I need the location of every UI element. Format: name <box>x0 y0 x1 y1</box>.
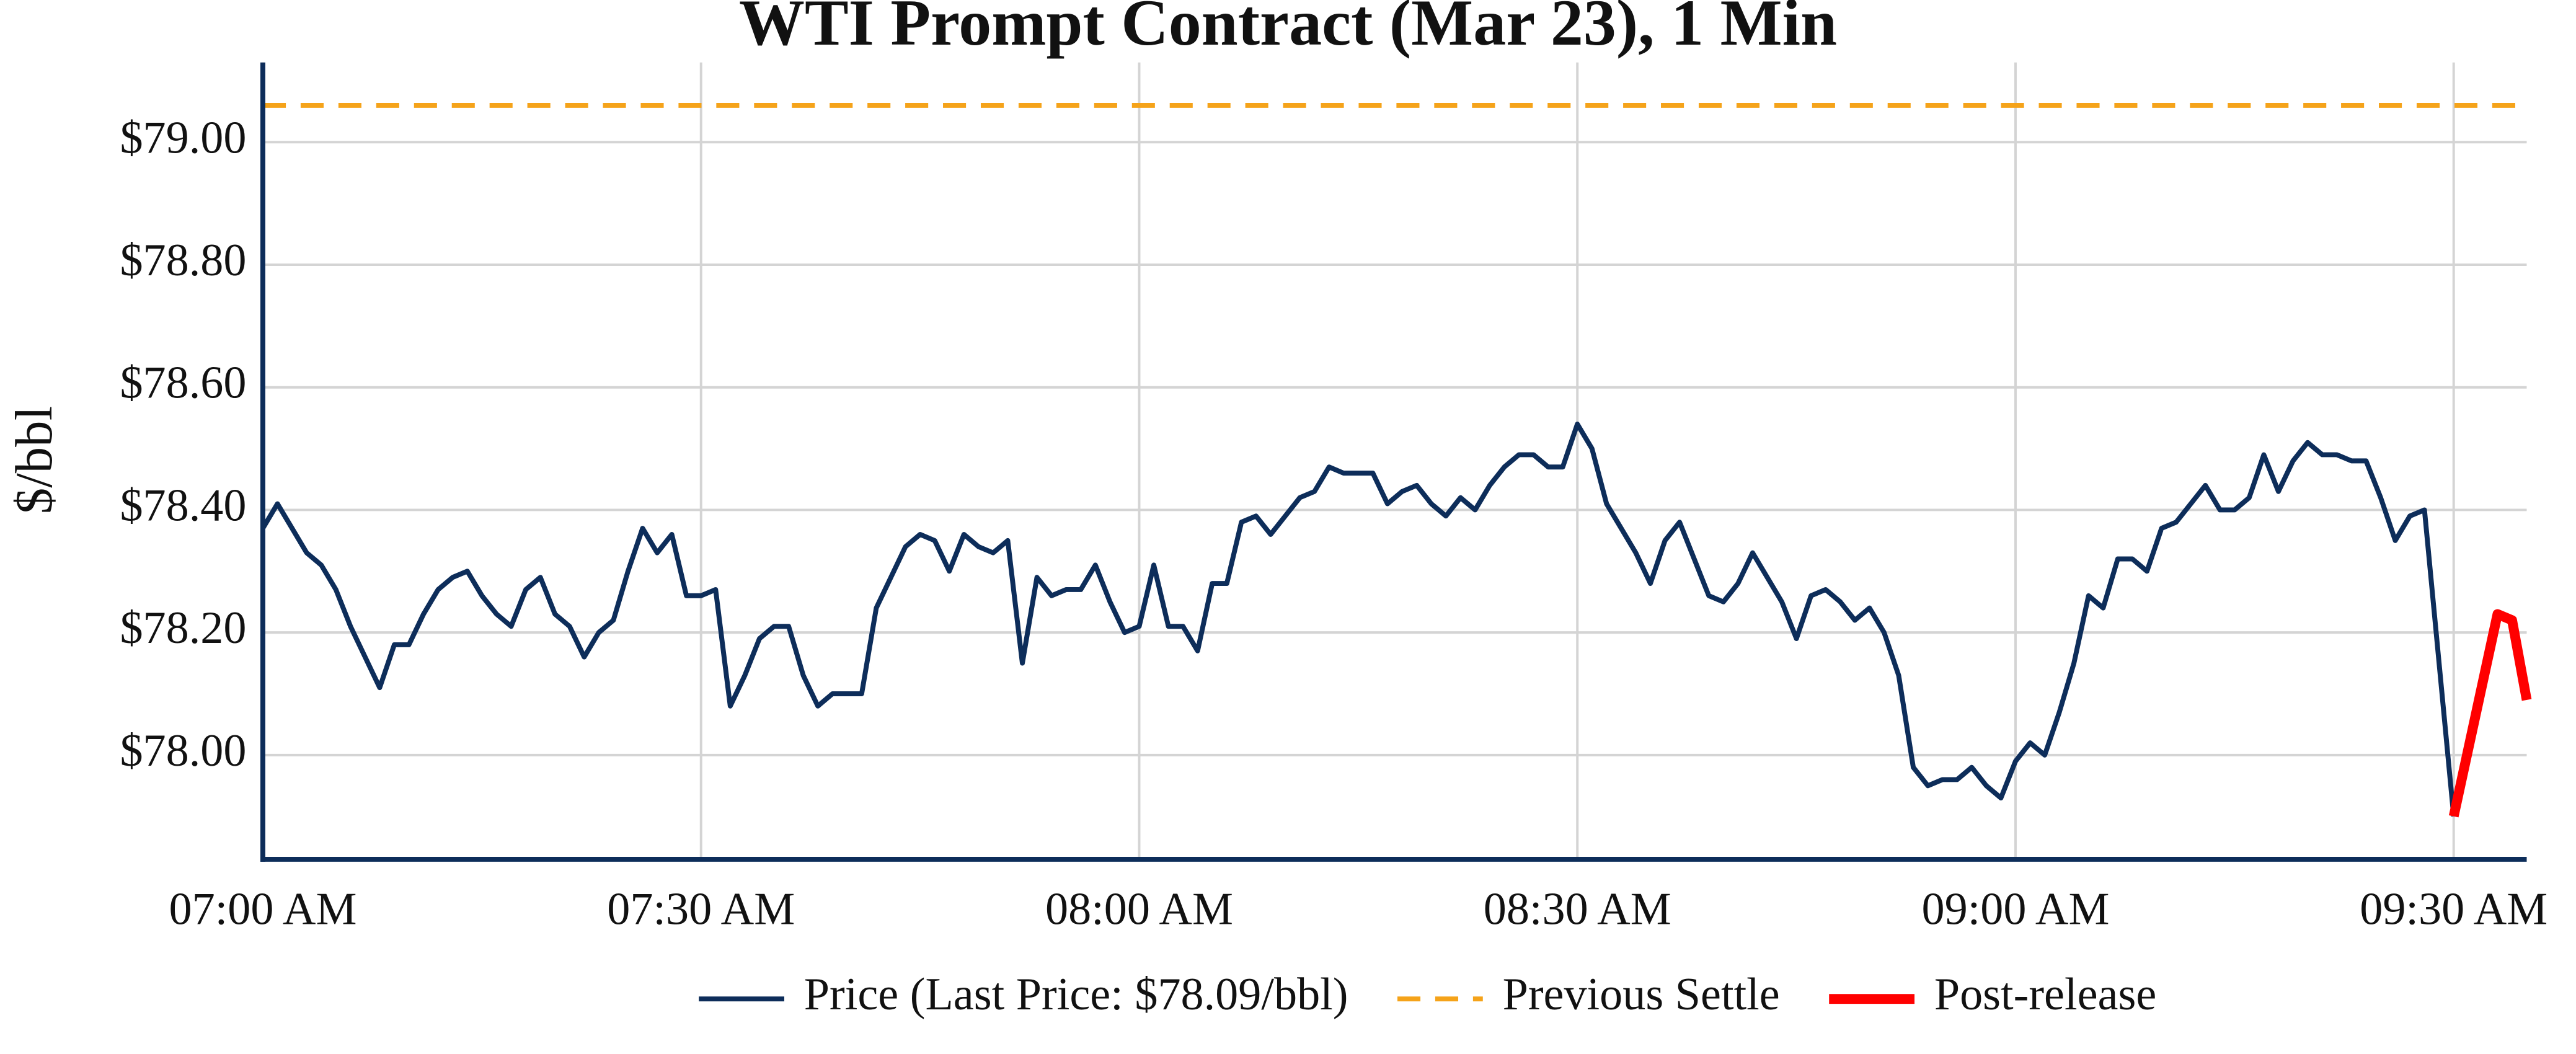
y-tick-label: $78.00 <box>120 725 246 776</box>
y-tick-label: $78.60 <box>120 358 246 409</box>
legend-label: Price (Last Price: $78.09/bbl) <box>804 969 1348 1020</box>
y-axis-label: $/bbl <box>5 406 63 514</box>
y-tick-label: $78.80 <box>120 235 246 286</box>
price-line <box>2448 609 2532 818</box>
y-tick-label: $79.00 <box>120 112 246 163</box>
price-line <box>260 422 2456 817</box>
x-tick-label: 08:30 AM <box>1484 884 1671 934</box>
legend-label: Post-release <box>1934 969 2156 1020</box>
legend-label: Previous Settle <box>1503 969 1780 1020</box>
x-tick-label: 09:30 AM <box>2360 884 2547 934</box>
chart-title: WTI Prompt Contract (Mar 23), 1 Min <box>739 0 1837 59</box>
y-tick-label: $78.40 <box>120 480 246 531</box>
x-tick-label: 07:30 AM <box>607 884 795 934</box>
y-tick-label: $78.20 <box>120 603 246 653</box>
x-tick-label: 07:00 AM <box>169 884 356 934</box>
x-tick-label: 09:00 AM <box>1921 884 2109 934</box>
x-tick-label: 08:00 AM <box>1045 884 1233 934</box>
